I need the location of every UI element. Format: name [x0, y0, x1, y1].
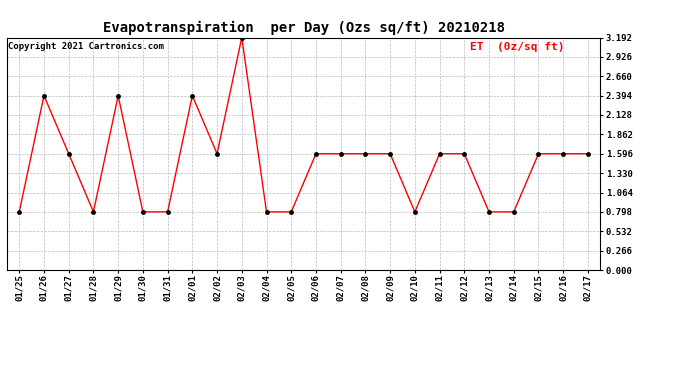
Text: Copyright 2021 Cartronics.com: Copyright 2021 Cartronics.com: [8, 42, 164, 51]
Title: Evapotranspiration  per Day (Ozs sq/ft) 20210218: Evapotranspiration per Day (Ozs sq/ft) 2…: [103, 21, 504, 35]
Text: ET  (0z/sq ft): ET (0z/sq ft): [470, 42, 564, 52]
